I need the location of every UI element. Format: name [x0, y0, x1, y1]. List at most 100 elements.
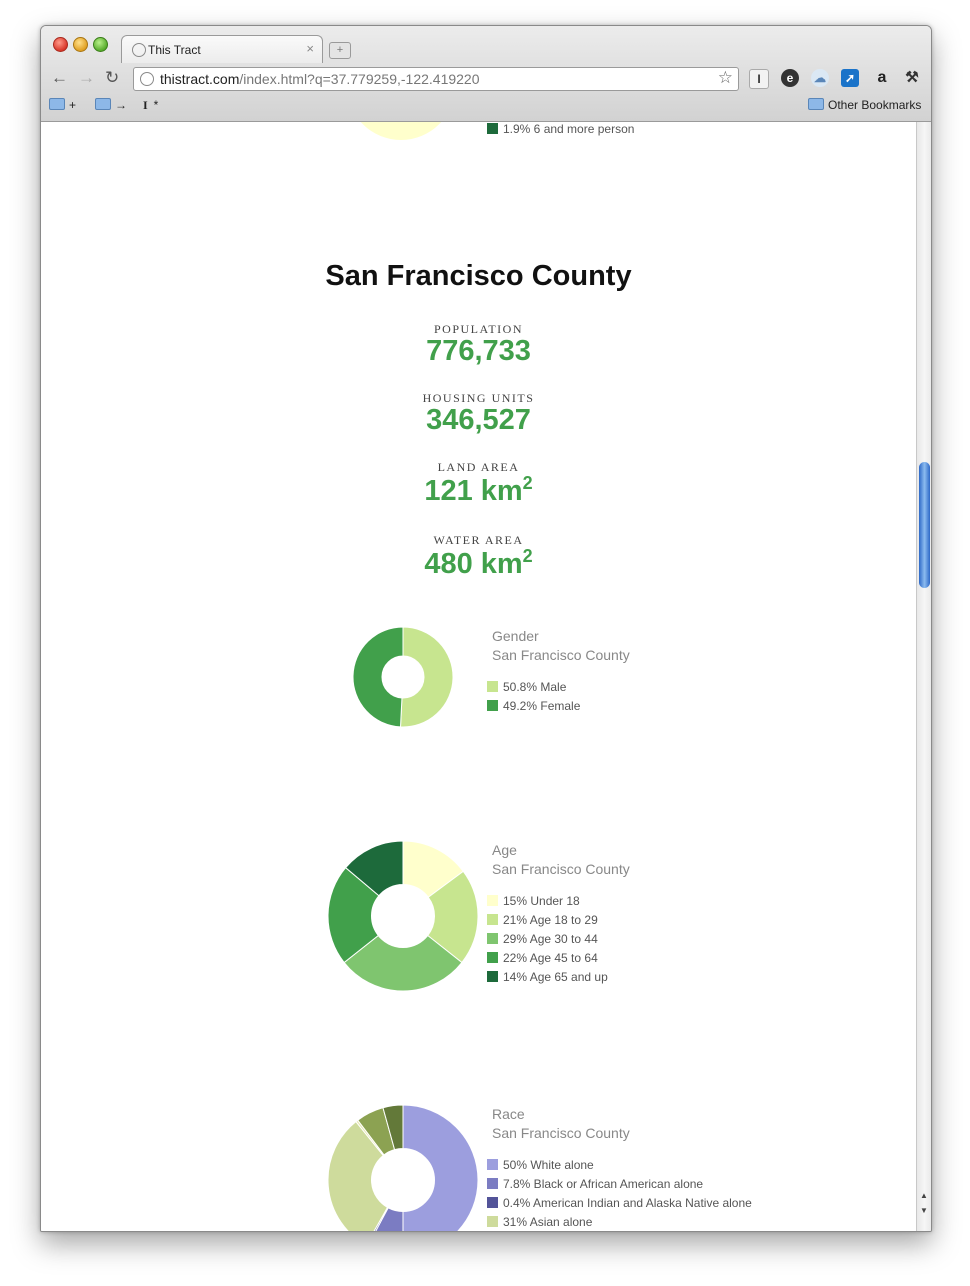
cloud-extension-icon[interactable]: ☁: [811, 69, 829, 87]
other-bookmarks-label: Other Bookmarks: [828, 98, 922, 112]
legend-swatch: [487, 1178, 498, 1189]
legend-swatch: [487, 123, 498, 134]
scrollbar-thumb[interactable]: [919, 462, 930, 588]
zoom-window-button[interactable]: [93, 37, 108, 52]
wrench-icon[interactable]: ⚒: [905, 69, 919, 86]
globe-icon: [132, 43, 146, 57]
gender-chart-title: Gender: [492, 628, 539, 644]
scroll-up-arrow-icon[interactable]: ▲: [920, 1191, 928, 1200]
legend-item: 15% Under 18: [487, 894, 580, 908]
legend-swatch: [487, 914, 498, 925]
close-window-button[interactable]: [53, 37, 68, 52]
stat-number: 480 km: [424, 548, 523, 580]
instapaper-icon: I: [143, 98, 148, 112]
legend-swatch: [487, 952, 498, 963]
folder-icon: [49, 98, 65, 110]
stat-number: 776,733: [426, 335, 531, 367]
instapaper-extension-icon[interactable]: I: [749, 69, 769, 89]
legend-label: 15% Under 18: [503, 894, 580, 908]
amazon-extension-icon[interactable]: a: [877, 69, 887, 86]
pie-slice: [402, 1104, 479, 1231]
population-label: POPULATION: [433, 322, 523, 336]
pie-slice: [327, 1120, 389, 1231]
pie-slice: [344, 840, 404, 897]
legend-item: 31% Asian alone: [487, 1215, 592, 1229]
water-area-value: 480 km2: [41, 546, 916, 581]
minimize-window-button[interactable]: [73, 37, 88, 52]
legend-swatch: [487, 933, 498, 944]
legend-label: 31% Asian alone: [503, 1215, 593, 1229]
legend-item: 22% Age 45 to 64: [487, 951, 598, 965]
pin-extension-icon[interactable]: ➚: [841, 69, 859, 87]
legend-swatch: [487, 1216, 498, 1227]
housing-units-value: 346,527: [41, 404, 916, 437]
stat-number: 346,527: [426, 404, 531, 436]
bookmark-folder-arrow[interactable]: →: [95, 98, 127, 112]
globe-icon: [140, 72, 154, 86]
url-path: /index.html?q=37.779259,-122.419220: [239, 71, 480, 87]
bookmark-star-icon[interactable]: ☆: [717, 68, 733, 87]
race-donut-chart: [327, 1104, 479, 1231]
legend-swatch: [487, 971, 498, 982]
legend-item: 7.8% Black or African American alone: [487, 1177, 703, 1191]
legend-swatch: [487, 681, 498, 692]
legend-label: 0.4% American Indian and Alaska Native a…: [503, 1196, 752, 1210]
folder-icon: [95, 98, 111, 110]
race-chart-subtitle: San Francisco County: [492, 1125, 630, 1141]
reload-icon[interactable]: ↻: [105, 68, 120, 87]
race-chart-title: Race: [492, 1106, 525, 1122]
new-tab-button[interactable]: +: [329, 42, 351, 59]
bookmark-label: *: [153, 98, 159, 112]
legend-label: 50% White alone: [503, 1158, 594, 1172]
browser-toolbar: This Tract × + ← → ↻ thistract.com/index…: [41, 26, 931, 122]
pie-slice: [343, 934, 463, 992]
gender-chart-subtitle: San Francisco County: [492, 647, 630, 663]
legend-swatch: [487, 1159, 498, 1170]
legend-label: 7.8% Black or African American alone: [503, 1177, 704, 1191]
pie-slice: [399, 626, 454, 728]
stat-unit-superscript: 2: [522, 473, 533, 493]
legend-label: 14% Age 65 and up: [503, 970, 608, 984]
bookmark-label: →: [115, 98, 127, 112]
scroll-down-arrow-icon[interactable]: ▼: [920, 1206, 928, 1215]
stat-unit-superscript: 2: [522, 546, 533, 566]
gender-donut-chart: [352, 626, 454, 728]
tab-title: This Tract: [148, 43, 201, 57]
legend-swatch: [487, 700, 498, 711]
bookmark-instapaper[interactable]: I *: [143, 98, 158, 113]
page-title: San Francisco County: [325, 260, 632, 292]
page-content: 1.9% 6 and more person San Francisco Cou…: [41, 122, 916, 1231]
legend-label: 22% Age 45 to 64: [503, 951, 598, 965]
legend-item: 50.8% Male: [487, 680, 566, 694]
legend-label: 50.8% Male: [503, 680, 567, 694]
bookmark-folder-plus[interactable]: +: [49, 98, 76, 112]
water-area-label: WATER AREA: [433, 533, 524, 547]
legend-swatch: [487, 895, 498, 906]
browser-tab[interactable]: This Tract ×: [121, 35, 323, 63]
legend-swatch: [487, 1197, 498, 1208]
url-text: thistract.com/index.html?q=37.779259,-12…: [160, 71, 480, 87]
vertical-scrollbar[interactable]: ▲ ▼: [916, 122, 931, 1231]
pie-slice: [375, 1207, 404, 1231]
legend-label: 49.2% Female: [503, 699, 581, 713]
age-donut-chart: [327, 840, 479, 992]
age-chart-subtitle: San Francisco County: [492, 861, 630, 877]
pie-slice: [382, 1104, 404, 1151]
legend-item: 0.4% American Indian and Alaska Native a…: [487, 1196, 752, 1210]
back-arrow-icon[interactable]: ←: [51, 68, 68, 87]
forward-arrow-icon[interactable]: →: [78, 68, 95, 87]
address-bar[interactable]: thistract.com/index.html?q=37.779259,-12…: [133, 67, 739, 91]
housing-units-label: HOUSING UNITS: [422, 391, 535, 405]
legend-label: 1.9% 6 and more person: [503, 122, 635, 136]
other-bookmarks[interactable]: Other Bookmarks: [808, 98, 921, 112]
bookmark-label: +: [69, 98, 77, 112]
legend-item: 21% Age 18 to 29: [487, 913, 598, 927]
legend-item: 50% White alone: [487, 1158, 594, 1172]
evernote-extension-icon[interactable]: e: [781, 69, 799, 87]
land-area-value: 121 km2: [41, 473, 916, 508]
age-chart-title: Age: [492, 842, 517, 858]
stat-number: 121 km: [424, 475, 523, 507]
url-host: thistract.com: [160, 71, 240, 87]
tab-close-icon[interactable]: ×: [306, 41, 314, 56]
pie-slice: [427, 870, 479, 964]
